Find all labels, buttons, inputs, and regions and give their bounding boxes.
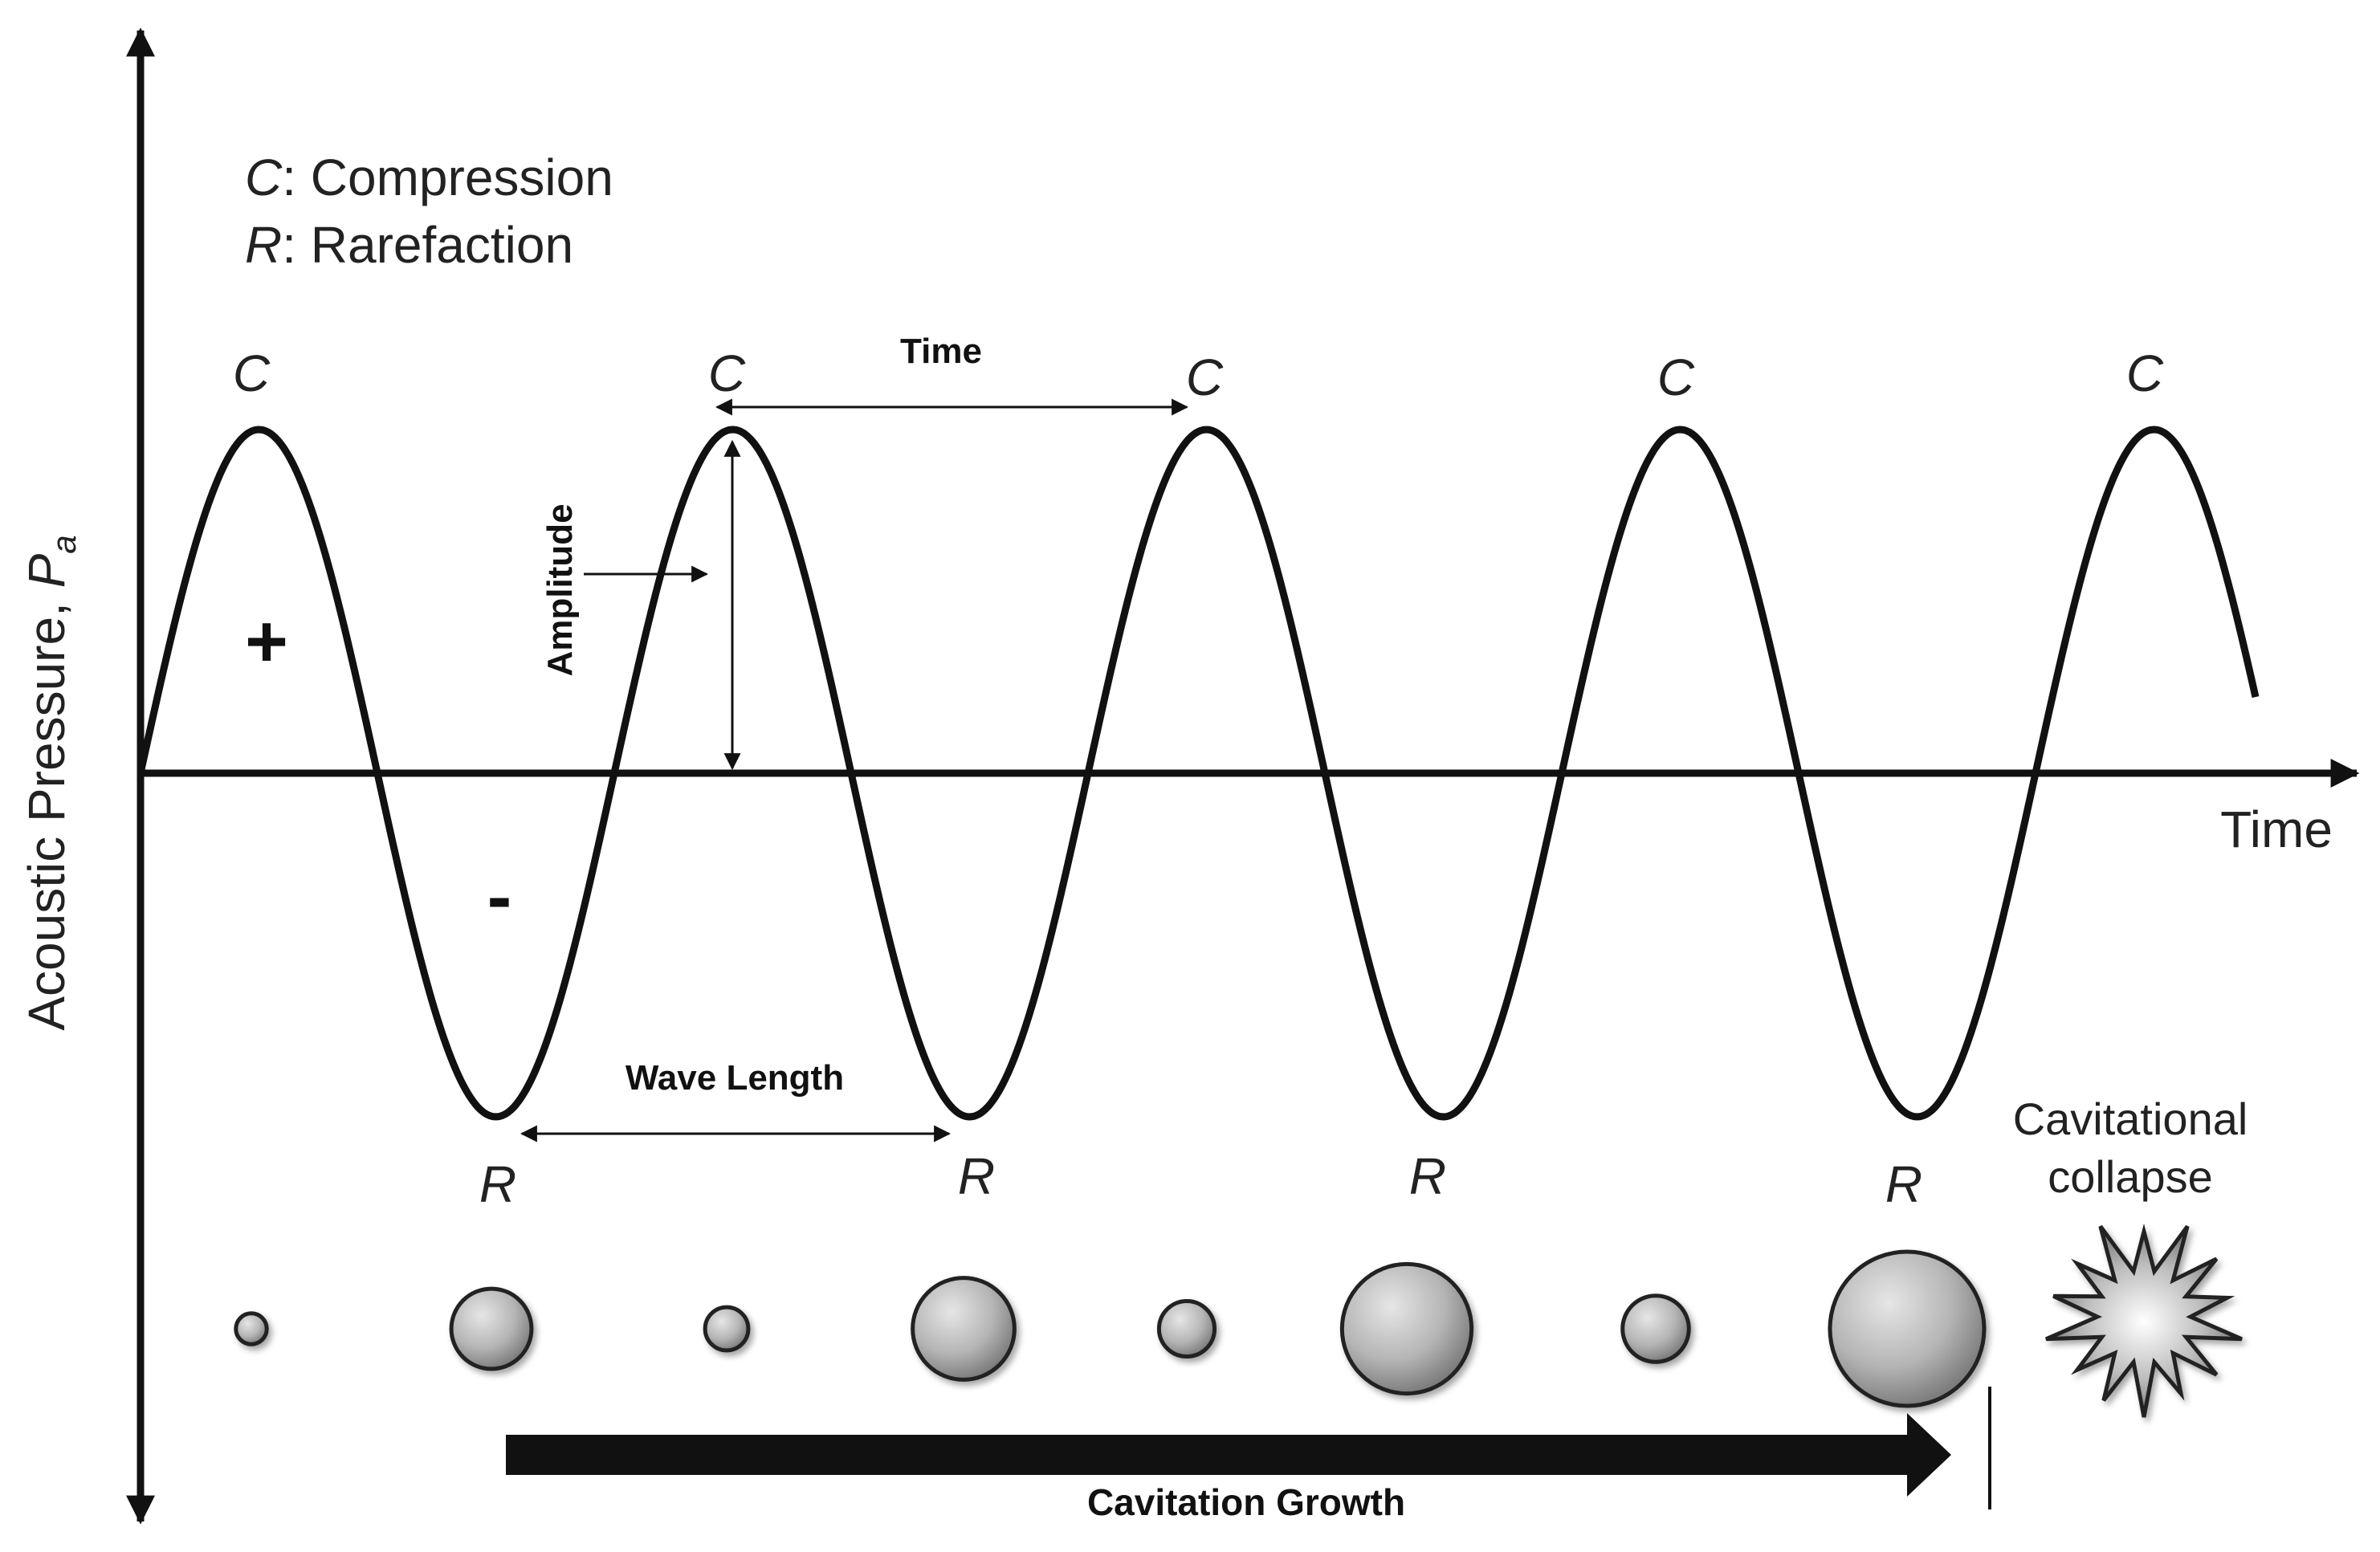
- collapse-label-line1: Cavitational: [2013, 1094, 2248, 1144]
- bubble-icon: [449, 1286, 534, 1371]
- peak-label: C: [1186, 348, 1224, 406]
- growth-arrow-head: [1907, 1413, 1951, 1497]
- collapse-label-line2: collapse: [2048, 1151, 2212, 1202]
- bubble-icon: [1620, 1293, 1691, 1364]
- legend-c-symbol: C: [245, 149, 283, 206]
- growth-label: Cavitation Growth: [1087, 1481, 1405, 1523]
- legend-c-text: : Compression: [282, 149, 613, 206]
- negative-sign: -: [487, 856, 512, 938]
- collapse-burst-icon: [2045, 1223, 2243, 1418]
- x-axis-label: Time: [2220, 800, 2333, 858]
- peak-label: C: [2126, 344, 2164, 402]
- trough-label: R: [958, 1147, 995, 1205]
- growth-arrow: [506, 1413, 1951, 1497]
- peak-label: C: [233, 344, 271, 402]
- bubble-icon: [911, 1276, 1017, 1382]
- period-label: Time: [900, 332, 982, 371]
- pressure-wave: [137, 426, 2260, 1121]
- y-axis-label-subscript: a: [45, 535, 83, 553]
- y-axis-label-main: Acoustic Pressure,: [18, 588, 75, 1030]
- trough-label: R: [1409, 1147, 1446, 1205]
- legend-compression: C: Compression: [245, 149, 613, 206]
- peak-label: C: [1657, 348, 1695, 406]
- bubble-icon: [1156, 1298, 1217, 1359]
- bubble-icon: [234, 1311, 269, 1346]
- legend-rarefaction: R: Rarefaction: [245, 216, 573, 274]
- trough-label: R: [1885, 1155, 1922, 1213]
- wavelength-label: Wave Length: [626, 1058, 844, 1098]
- y-axis-label-symbol: P: [18, 553, 75, 588]
- trough-labels: R R R R: [479, 1147, 1922, 1213]
- bubble-icon: [1828, 1249, 1987, 1408]
- positive-sign: +: [245, 601, 288, 682]
- bubbles: [234, 1249, 1987, 1408]
- legend-r-symbol: R: [245, 216, 282, 274]
- y-axis-label: Acoustic Pressure, Pa: [18, 535, 83, 1030]
- legend-r-text: : Rarefaction: [282, 216, 573, 274]
- bubble-icon: [1339, 1261, 1474, 1396]
- peak-label: C: [708, 344, 746, 402]
- bubble-icon: [703, 1305, 751, 1353]
- growth-arrow-shaft: [506, 1435, 1915, 1475]
- trough-label: R: [479, 1155, 516, 1213]
- peak-labels: C C C C C: [233, 344, 2164, 406]
- amplitude-label: Amplitude: [540, 503, 580, 676]
